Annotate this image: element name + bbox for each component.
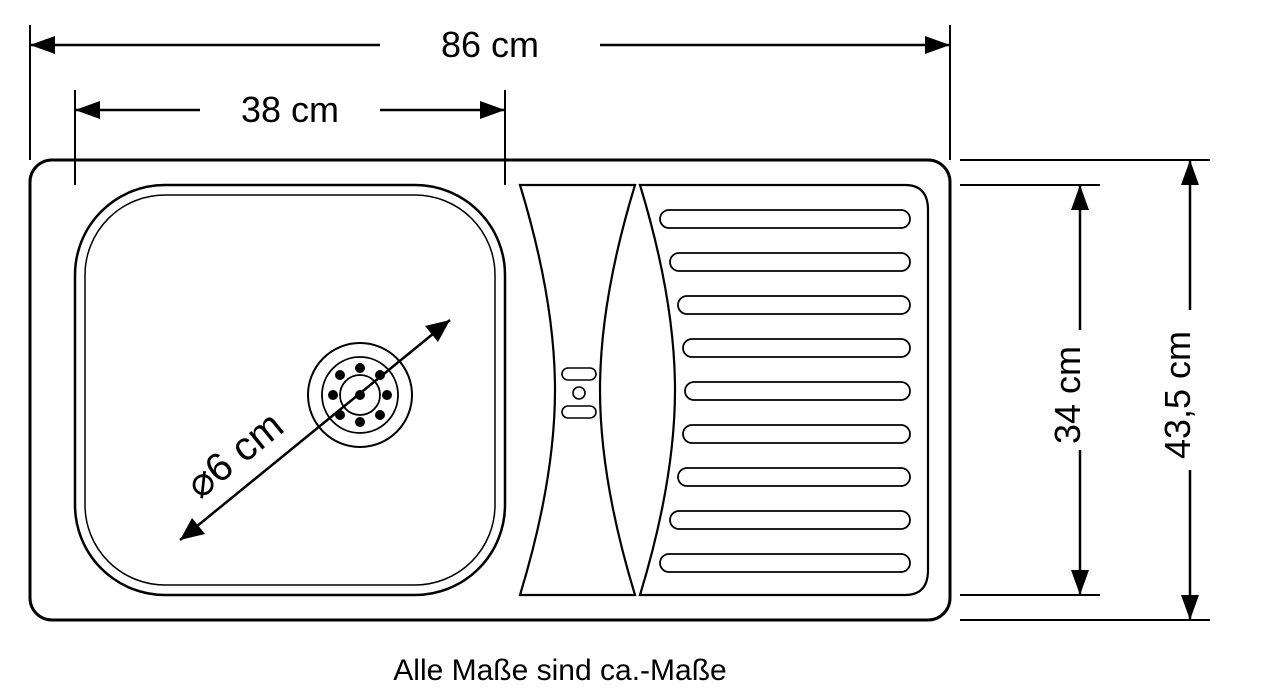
label-drain-diameter: ⌀6 cm [178, 403, 292, 507]
sink-outer-frame [30, 160, 950, 620]
dimension-total-width: 86 cm [30, 24, 950, 160]
label-inner-height: 34 cm [1047, 346, 1088, 444]
dimension-inner-height: 34 cm [960, 185, 1100, 595]
drainboard [640, 185, 928, 595]
dimension-drain-diameter: ⌀6 cm [178, 320, 450, 540]
label-outer-height: 43,5 cm [1157, 331, 1198, 459]
sink-basin [75, 185, 505, 595]
sink-drain [308, 343, 412, 447]
dimension-basin-width: 38 cm [75, 89, 505, 185]
sink-dimension-diagram: 86 cm 38 cm ⌀6 cm [0, 0, 1267, 693]
caption: Alle Maße sind ca.-Maße [393, 654, 726, 687]
label-basin-width: 38 cm [241, 89, 339, 130]
label-total-width: 86 cm [441, 24, 539, 65]
faucet-panel [520, 185, 635, 595]
